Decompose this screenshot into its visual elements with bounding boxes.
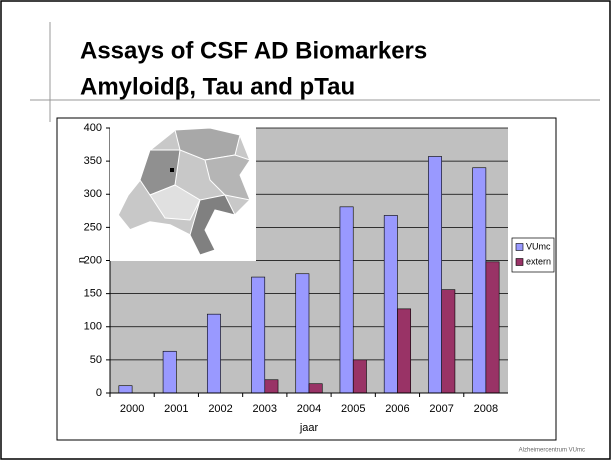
- legend-swatch: [515, 258, 524, 266]
- bar: [118, 385, 133, 394]
- x-tick-label: 2008: [474, 403, 498, 415]
- bar: [352, 359, 367, 394]
- y-tick-label: 400: [84, 122, 102, 134]
- bar: [485, 261, 500, 394]
- bar: [397, 308, 412, 394]
- logo-text: Alzheimercentrum VUmc: [519, 448, 585, 454]
- x-tick-label: 2004: [297, 403, 321, 415]
- bar: [383, 215, 398, 394]
- y-tick-label: 150: [84, 288, 102, 300]
- bar: [162, 350, 177, 394]
- y-axis-label: n: [76, 257, 88, 263]
- y-tick-label: 0: [96, 387, 102, 399]
- bar: [472, 167, 487, 394]
- legend-label: VUmc: [526, 241, 551, 251]
- y-tick-label: 250: [84, 221, 102, 233]
- bar: [308, 383, 323, 394]
- x-tick-label: 2001: [164, 403, 188, 415]
- bar: [264, 379, 279, 394]
- bar: [441, 289, 456, 394]
- x-tick-label: 2006: [385, 403, 409, 415]
- x-tick-label: 2003: [253, 403, 277, 415]
- x-axis-label: jaar: [299, 422, 319, 434]
- map-image: [110, 119, 256, 261]
- x-tick-label: 2007: [429, 403, 453, 415]
- legend-swatch: [515, 243, 524, 251]
- slide-title: Assays of CSF AD Biomarkers: [80, 37, 427, 64]
- slide-title: Amyloidβ, Tau and pTau: [80, 73, 355, 100]
- y-tick-label: 300: [84, 188, 102, 200]
- bar: [295, 273, 310, 394]
- legend-label: extern: [526, 256, 551, 266]
- y-tick-label: 50: [90, 354, 102, 366]
- x-tick-label: 2002: [208, 403, 232, 415]
- y-tick-label: 350: [84, 155, 102, 167]
- bar: [428, 156, 442, 394]
- bar: [339, 206, 354, 394]
- x-tick-label: 2000: [120, 403, 144, 415]
- y-tick-label: 200: [84, 254, 102, 266]
- y-tick-label: 100: [84, 321, 102, 333]
- x-tick-label: 2005: [341, 403, 365, 415]
- bar: [206, 313, 221, 394]
- bar: [251, 276, 266, 394]
